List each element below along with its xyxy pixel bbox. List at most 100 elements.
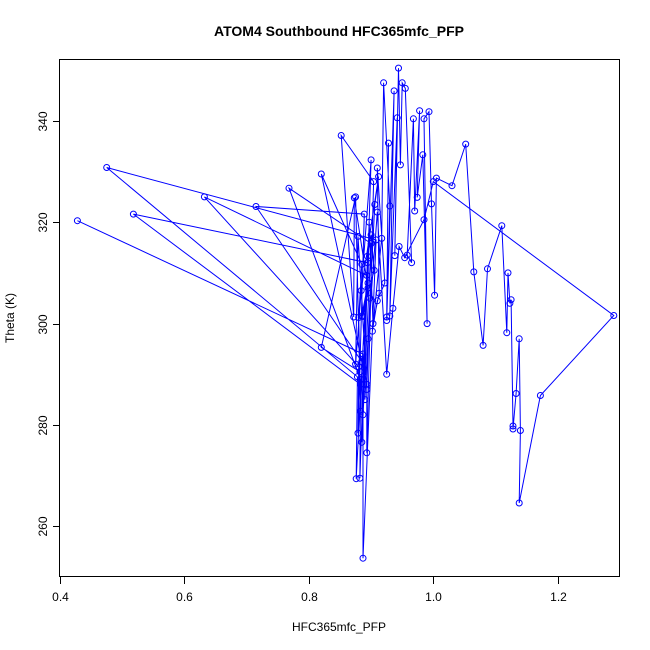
- data-point: [381, 279, 389, 287]
- data-point: [359, 350, 367, 358]
- data-point: [356, 368, 364, 376]
- data-point: [509, 425, 517, 433]
- data-point: [393, 114, 401, 122]
- data-point: [503, 329, 511, 337]
- data-point: [354, 429, 362, 437]
- x-axis: 0.4 0.6 0.8 1.0 1.2: [52, 577, 567, 604]
- data-point: [425, 108, 433, 116]
- data-point: [448, 182, 456, 190]
- data-point: [356, 474, 364, 482]
- data-point: [317, 343, 325, 351]
- y-tick-label: 320: [36, 212, 50, 232]
- data-point: [429, 178, 437, 186]
- data-point: [504, 269, 512, 277]
- data-point: [479, 341, 487, 349]
- data-point: [390, 87, 398, 95]
- x-tick-label: 0.8: [301, 590, 318, 604]
- data-point: [358, 260, 366, 268]
- data-point: [354, 232, 362, 240]
- data-point: [365, 218, 373, 226]
- data-point: [375, 289, 383, 297]
- data-point: [386, 312, 394, 320]
- data-point: [386, 202, 394, 210]
- data-point: [428, 200, 435, 208]
- data-point: [364, 284, 372, 292]
- data-point: [380, 79, 388, 87]
- data-points: [73, 64, 618, 562]
- data-point: [515, 499, 523, 507]
- data-point: [357, 287, 365, 295]
- data-point: [506, 299, 514, 307]
- data-point: [357, 375, 364, 383]
- data-point: [512, 390, 520, 397]
- data-point: [363, 271, 371, 279]
- data-point: [470, 268, 478, 276]
- data-point: [366, 294, 374, 302]
- data-point: [103, 164, 111, 171]
- data-point: [536, 392, 544, 399]
- data-point: [370, 266, 378, 274]
- plot-frame: [59, 59, 620, 577]
- data-point: [352, 360, 360, 368]
- data-point: [398, 79, 406, 87]
- data-point: [373, 297, 381, 305]
- data-point: [610, 312, 618, 319]
- data-point: [401, 84, 409, 92]
- data-point: [431, 291, 439, 299]
- data-point: [498, 222, 506, 230]
- data-point: [363, 386, 371, 393]
- data-point: [367, 156, 375, 164]
- x-tick-label: 1.0: [425, 590, 442, 604]
- data-point: [285, 184, 293, 192]
- data-point: [516, 427, 524, 434]
- data-point: [484, 265, 491, 273]
- data-point: [361, 396, 369, 404]
- data-point: [337, 132, 345, 139]
- data-point: [73, 217, 81, 225]
- data-point: [129, 210, 137, 218]
- data-point: [408, 259, 416, 267]
- data-point: [420, 115, 428, 123]
- data-point: [391, 252, 399, 260]
- x-tick-label: 1.2: [550, 590, 567, 604]
- data-point: [363, 449, 371, 457]
- x-tick-label: 0.4: [52, 590, 69, 604]
- y-tick-label: 280: [36, 415, 50, 435]
- y-axis: 260 280 300 320 340: [36, 111, 60, 537]
- data-point: [364, 335, 372, 343]
- data-point: [416, 107, 424, 115]
- data-point: [252, 203, 260, 210]
- data-point: [413, 193, 421, 201]
- data-point: [368, 327, 376, 335]
- data-point: [462, 140, 470, 148]
- data-point: [358, 358, 366, 366]
- data-point: [396, 161, 404, 169]
- y-tick-label: 260: [36, 516, 50, 536]
- data-point: [363, 380, 371, 388]
- data-point: [411, 207, 419, 215]
- x-axis-label: HFC365mfc_PFP: [292, 620, 386, 634]
- data-series: [77, 68, 615, 559]
- data-point: [401, 254, 409, 262]
- y-axis-label: Theta (K): [3, 293, 17, 343]
- data-point: [369, 320, 377, 328]
- x-tick-label: 0.6: [176, 590, 193, 604]
- data-point: [383, 313, 391, 321]
- data-point: [367, 240, 375, 247]
- data-point: [364, 279, 372, 287]
- data-point: [367, 231, 375, 239]
- data-point: [420, 216, 428, 224]
- data-point: [383, 370, 391, 378]
- data-point: [359, 411, 367, 419]
- y-tick-label: 340: [36, 111, 50, 131]
- data-point: [358, 438, 366, 446]
- data-point: [373, 208, 381, 216]
- data-point: [358, 312, 366, 320]
- data-point: [419, 151, 427, 159]
- data-point: [385, 139, 392, 147]
- data-point: [507, 296, 515, 304]
- data-point: [200, 193, 208, 201]
- data-point: [373, 164, 381, 172]
- data-point: [515, 335, 523, 343]
- data-point: [352, 193, 360, 201]
